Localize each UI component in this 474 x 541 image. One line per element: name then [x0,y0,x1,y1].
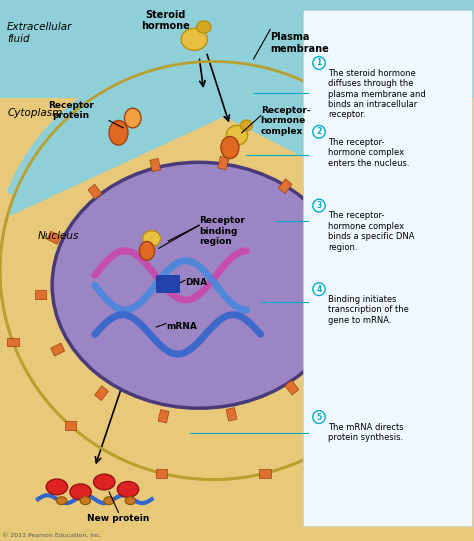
Ellipse shape [80,497,91,505]
Bar [218,156,228,170]
Bar [350,421,362,430]
Ellipse shape [125,497,136,505]
Text: Binding initiates
transcription of the
gene to mRNA.: Binding initiates transcription of the g… [328,295,410,325]
FancyBboxPatch shape [0,0,474,98]
Bar [278,179,292,194]
Text: 5: 5 [317,413,321,421]
Ellipse shape [139,241,155,260]
FancyBboxPatch shape [303,10,472,526]
Circle shape [313,199,325,212]
Text: Steroid
hormone: Steroid hormone [142,10,190,31]
Bar [156,469,167,478]
Ellipse shape [124,108,141,128]
Bar [51,343,65,356]
Ellipse shape [104,497,114,505]
Ellipse shape [52,162,346,408]
Bar [88,184,102,199]
Ellipse shape [94,474,115,490]
Text: Extracellular
fluid: Extracellular fluid [7,22,73,44]
Text: The receptor-
hormone complex
binds a specific DNA
region.: The receptor- hormone complex binds a sp… [328,212,415,252]
Ellipse shape [118,481,138,497]
Ellipse shape [0,62,427,479]
Text: Receptor-
hormone
complex: Receptor- hormone complex [261,105,310,136]
Circle shape [313,283,325,295]
Ellipse shape [70,484,91,500]
Bar [156,275,180,293]
Text: Receptor
binding
region: Receptor binding region [199,216,245,246]
Bar [226,407,237,421]
Bar [150,159,161,172]
Text: The steroid hormone
diffuses through the
plasma membrane and
binds an intracellu: The steroid hormone diffuses through the… [328,69,426,120]
Bar [7,338,18,346]
Text: Cytoplasm: Cytoplasm [7,108,63,118]
Ellipse shape [109,121,128,145]
Text: mRNA: mRNA [166,322,197,331]
Ellipse shape [181,28,207,50]
Text: 1: 1 [316,58,322,68]
Polygon shape [0,0,474,216]
Text: New protein: New protein [87,514,150,523]
Bar [95,386,109,400]
Bar [322,223,336,236]
Ellipse shape [227,126,247,145]
Ellipse shape [241,120,253,131]
Text: The mRNA directs
protein synthesis.: The mRNA directs protein synthesis. [328,423,404,443]
Ellipse shape [221,136,239,159]
Bar [47,231,61,245]
Ellipse shape [197,21,211,33]
Bar [408,338,419,346]
Text: © 2013 Pearson Education, Inc.: © 2013 Pearson Education, Inc. [2,533,102,538]
Text: Receptor
protein: Receptor protein [48,101,94,120]
Bar [259,469,271,478]
Text: Nucleus: Nucleus [38,231,79,241]
Ellipse shape [143,230,161,246]
Bar [158,410,169,423]
Text: 2: 2 [316,127,322,136]
Text: The receptor-
hormone complex
enters the nucleus.: The receptor- hormone complex enters the… [328,138,410,168]
Text: 4: 4 [316,285,322,294]
Circle shape [313,57,325,69]
Ellipse shape [46,479,68,495]
Bar [326,335,340,348]
Ellipse shape [56,497,67,505]
Bar [35,289,46,299]
Text: 3: 3 [316,201,322,210]
Bar [285,380,299,395]
Bar [340,281,352,289]
Circle shape [313,411,325,424]
Bar [65,421,76,430]
Text: Plasma
membrane: Plasma membrane [270,32,329,54]
Text: DNA: DNA [185,278,207,287]
Circle shape [313,126,325,138]
